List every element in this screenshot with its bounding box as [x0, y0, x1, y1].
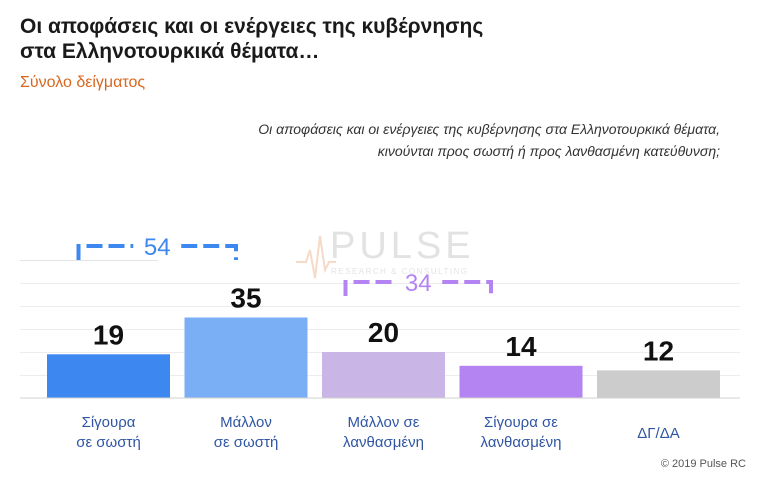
category-label: ΔΓ/ΔΑ	[637, 425, 679, 442]
bar-value-label: 20	[368, 317, 399, 348]
bar-value-label: 35	[230, 283, 261, 314]
category-label: σε σωστή	[214, 434, 279, 451]
bar	[184, 317, 308, 398]
chart-subtitle: Σύνολο δείγματος	[20, 74, 146, 91]
bar	[47, 354, 170, 398]
watermark-brand: PULSE	[330, 225, 475, 267]
watermark-tagline: RESEARCH & CONSULTING	[331, 267, 469, 276]
sum-brackets: 54 34	[76, 234, 493, 297]
bracket-left	[76, 244, 134, 260]
value-labels: 19 35 20 14 12	[93, 283, 674, 367]
category-label: λανθασμένη	[481, 434, 562, 451]
pulse-wave-icon	[296, 235, 336, 279]
chart-title: Οι αποφάσεις και οι ενέργειες της κυβέρν…	[20, 14, 580, 64]
category-label: Σίγουρα	[82, 414, 136, 431]
copyright-credit: © 2019 Pulse RC	[660, 458, 746, 470]
category-label: Σίγουρα σε	[484, 414, 558, 431]
bar-value-label: 12	[643, 335, 674, 366]
bracket-right	[181, 244, 238, 260]
survey-question-line-1: Οι αποφάσεις και οι ενέργειες της κυβέρν…	[258, 121, 720, 137]
bar	[459, 365, 583, 398]
survey-question-line-2: κινούνται προς σωστή ή προς λανθασμένη κ…	[377, 143, 720, 159]
chart-title-line-2: στα Ελληνοτουρκικά θέματα…	[20, 40, 320, 63]
bars	[47, 317, 720, 398]
category-label: λανθασμένη	[343, 434, 424, 451]
bar-value-label: 14	[505, 331, 537, 362]
chart-title-line-1: Οι αποφάσεις και οι ενέργειες της κυβέρν…	[20, 15, 484, 38]
bar	[597, 370, 720, 398]
category-label: Μάλλον σε	[348, 414, 420, 431]
bar-value-label: 19	[93, 319, 124, 350]
category-labels: Σίγουρα σε σωστή Μάλλον σε σωστή Μάλλον σε λα…	[76, 414, 680, 451]
category-label: σε σωστή	[76, 434, 141, 451]
bracket-sum-label: 54	[144, 234, 171, 261]
pulse-watermark: PULSE RESEARCH & CONSULTING	[296, 225, 475, 279]
bracket-right	[442, 280, 493, 296]
bracket-left	[343, 280, 395, 296]
bar	[322, 352, 445, 398]
category-label: Μάλλον	[220, 414, 272, 431]
survey-question: Οι αποφάσεις και οι ενέργειες της κυβέρν…	[100, 118, 720, 162]
bracket-sum-label: 34	[405, 270, 432, 297]
